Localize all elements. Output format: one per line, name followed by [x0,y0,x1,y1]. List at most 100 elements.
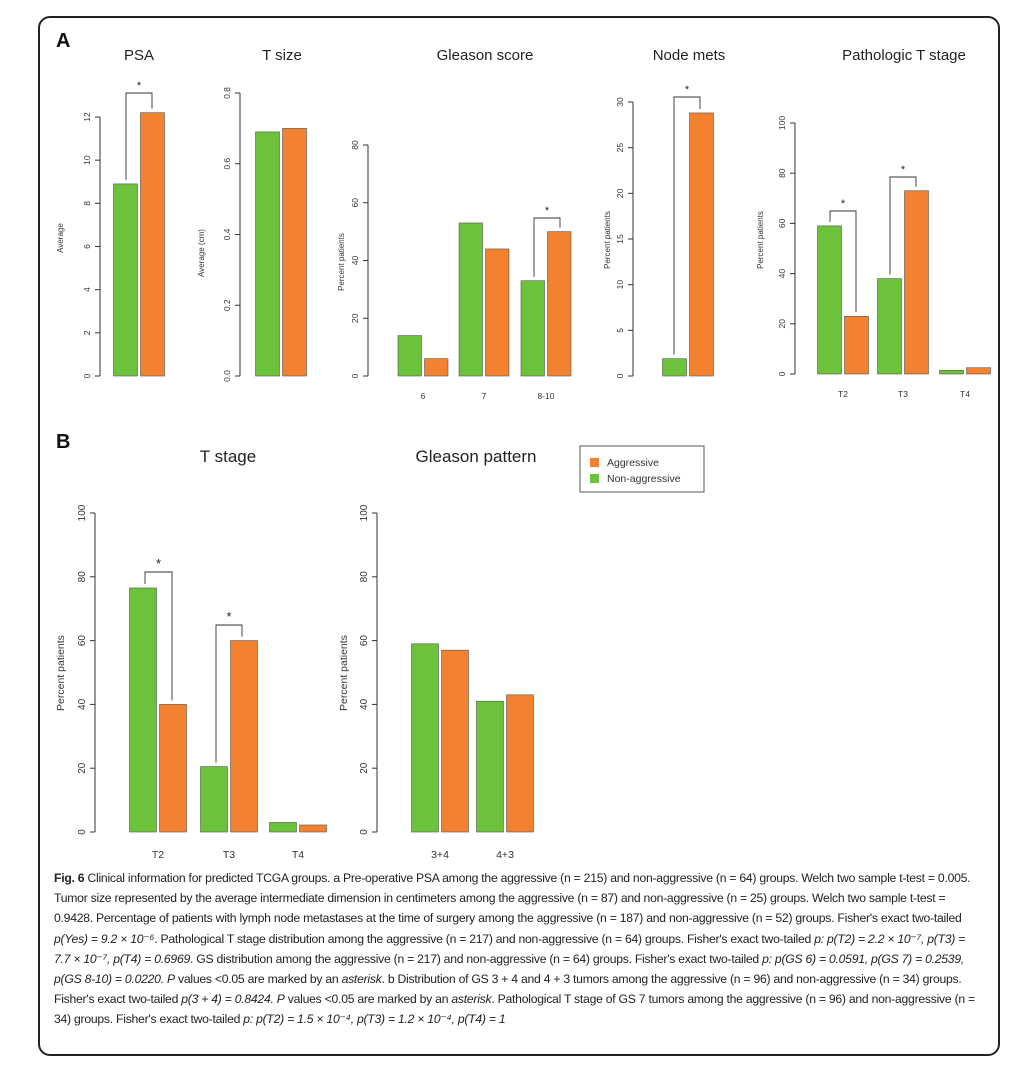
gpatternB-bar-aggressive [441,649,469,833]
nodemets-y-tick-label: 20 [615,188,625,198]
caption-part-7: values <0.05 are marked by an [174,972,342,987]
tsize-y-tick-label: 0.4 [222,228,232,240]
gleason-y-tick-label: 20 [350,313,360,323]
legend-label-aggressive: Aggressive [607,457,659,469]
tstageB-bar-non-aggressive [200,766,228,833]
pathT-significance-bracket [829,210,857,313]
nodemets-y-tick-label: 10 [615,280,625,290]
psa-y-tick-label: 0 [82,373,92,378]
caption-part-4: p: p(T2) = 2.2 × 10⁻⁷, p(T3) = 7.7 × 10⁻… [54,931,966,966]
pathT-significance-label: * [841,198,846,210]
gleason-y-tick-label: 40 [350,256,360,266]
tstageB-y-tick-label: 100 [77,504,88,521]
legend-box [579,445,705,493]
tstageB-significance-bracket [144,571,173,701]
psa-significance-bracket [125,92,153,180]
tstageB-significance-label: * [156,556,161,571]
caption-part-10: p(3 + 4) = 0.8424. P [181,992,285,1007]
gpatternB-x-tick-label: 3+4 [431,849,449,861]
caption-part-12: asterisk [451,992,492,1007]
psa-y-label: Average [56,223,65,253]
gleason-bar-aggressive [485,248,510,377]
panel-label-a: A [56,30,70,52]
tsize-title: T size [262,47,302,64]
panel-label-b: B [56,431,70,453]
nodemets-y-tick-label: 5 [615,328,625,333]
psa-y-tick-label: 6 [82,244,92,249]
nodemets-y-tick-label: 30 [615,97,625,107]
tsize-bar-aggressive [282,128,307,377]
nodemets-bar-non-aggressive [662,358,687,377]
psa-y-tick-label: 8 [82,201,92,206]
gpatternB-y-tick-label: 60 [359,635,370,647]
gleason-bar-non-aggressive [520,280,545,377]
legend: Aggressive Non-aggressive [579,445,705,493]
caption-part-3: . Pathological T stage distribution amon… [154,931,815,946]
gpatternB-y-tick-label: 20 [359,762,370,774]
caption-fig-label: Fig. 6 [54,871,85,885]
tstageB-y-tick-label: 60 [77,635,88,647]
tsize-y-label: Average (cm) [197,229,206,277]
tsize-y-tick-label: 0.8 [222,87,232,99]
legend-swatch-non-aggressive [590,474,599,483]
nodemets-y-tick-label: 0 [615,373,625,378]
tstageB-bar-aggressive [230,640,258,833]
nodemets-y-label: Percent patients [603,211,612,269]
gpatternB-y-tick-label: 0 [359,829,370,835]
pathT-y-tick-label: 40 [777,269,787,279]
gpatternB-bar-aggressive [506,694,534,833]
gleason-x-tick-label: 6 [421,391,426,401]
nodemets-bar-aggressive [689,112,714,377]
pathT-y-tick-label: 60 [777,218,787,228]
pathT-bar-aggressive [966,367,991,375]
caption-part-5: . GS distribution among the aggressive (… [190,951,763,966]
gleason-y-tick-label: 80 [350,140,360,150]
caption-part-6: p: p(GS 6) = 0.0591, p(GS 7) = 0.2539, p… [54,951,964,987]
gleason-x-tick-label: 7 [482,391,487,401]
tstageB-bar-non-aggressive [129,587,157,833]
tsize-y-tick-label: 0.6 [222,158,232,170]
gpatternB-y-tick-label: 80 [359,571,370,583]
tstageB-y-label: Percent patients [55,635,67,711]
caption-part-13: . Pathological T stage of GS 7 tumors am… [54,992,975,1027]
gpatternB-bar-non-aggressive [476,700,504,833]
gleason-significance-bracket [533,217,561,277]
tstageB-x-tick-label: T4 [292,849,304,861]
pathT-bar-aggressive [904,190,929,375]
gleason-y-tick-label: 60 [350,198,360,208]
gpatternB-y-tick-label: 100 [359,504,370,521]
pathT-y-tick-label: 80 [777,168,787,178]
legend-label-non-aggressive: Non-aggressive [607,473,681,485]
gpatternB-title: Gleason pattern [416,447,537,466]
pathT-bar-aggressive [844,315,869,375]
caption-part-2: p(Yes) = 9.2 × 10⁻⁶ [54,931,155,946]
tstageB-significance-bracket [215,624,243,763]
tstageB-x-tick-label: T2 [152,849,164,861]
gpatternB-y-tick-label: 40 [359,698,370,710]
tsize-y-tick-label: 0.2 [222,299,232,311]
figure-frame [38,16,1000,1056]
gpatternB-bar-non-aggressive [411,643,439,833]
tstageB-significance-label: * [226,609,231,624]
pathT-x-tick-label: T3 [898,389,908,399]
pathT-significance-bracket [889,176,917,275]
psa-y-tick-label: 2 [82,330,92,335]
gleason-bar-non-aggressive [397,335,422,377]
nodemets-significance-bracket [673,96,701,355]
pathT-y-tick-label: 100 [777,116,787,130]
tsize-bar-non-aggressive [255,131,280,377]
nodemets-significance-label: * [685,84,690,96]
nodemets-title: Node mets [653,47,726,64]
caption-part-1: Clinical information for predicted TCGA … [54,871,971,926]
pathT-bar-non-aggressive [877,278,902,375]
pathT-title: Pathologic T stage [842,47,966,64]
psa-y-tick-label: 12 [82,112,92,122]
pathT-bar-non-aggressive [817,225,842,375]
gleason-bar-non-aggressive [458,222,483,377]
tstageB-bar-non-aggressive [269,822,297,833]
tstageB-bar-aggressive [299,824,327,833]
legend-swatch-aggressive [590,458,599,467]
charts-group: PSA 0 2 4 6 8 10 12 Average * T size 0.0 0.2 0.4 0.6 0.… [55,47,991,861]
gpatternB-x-tick-label: 4+3 [496,849,514,861]
